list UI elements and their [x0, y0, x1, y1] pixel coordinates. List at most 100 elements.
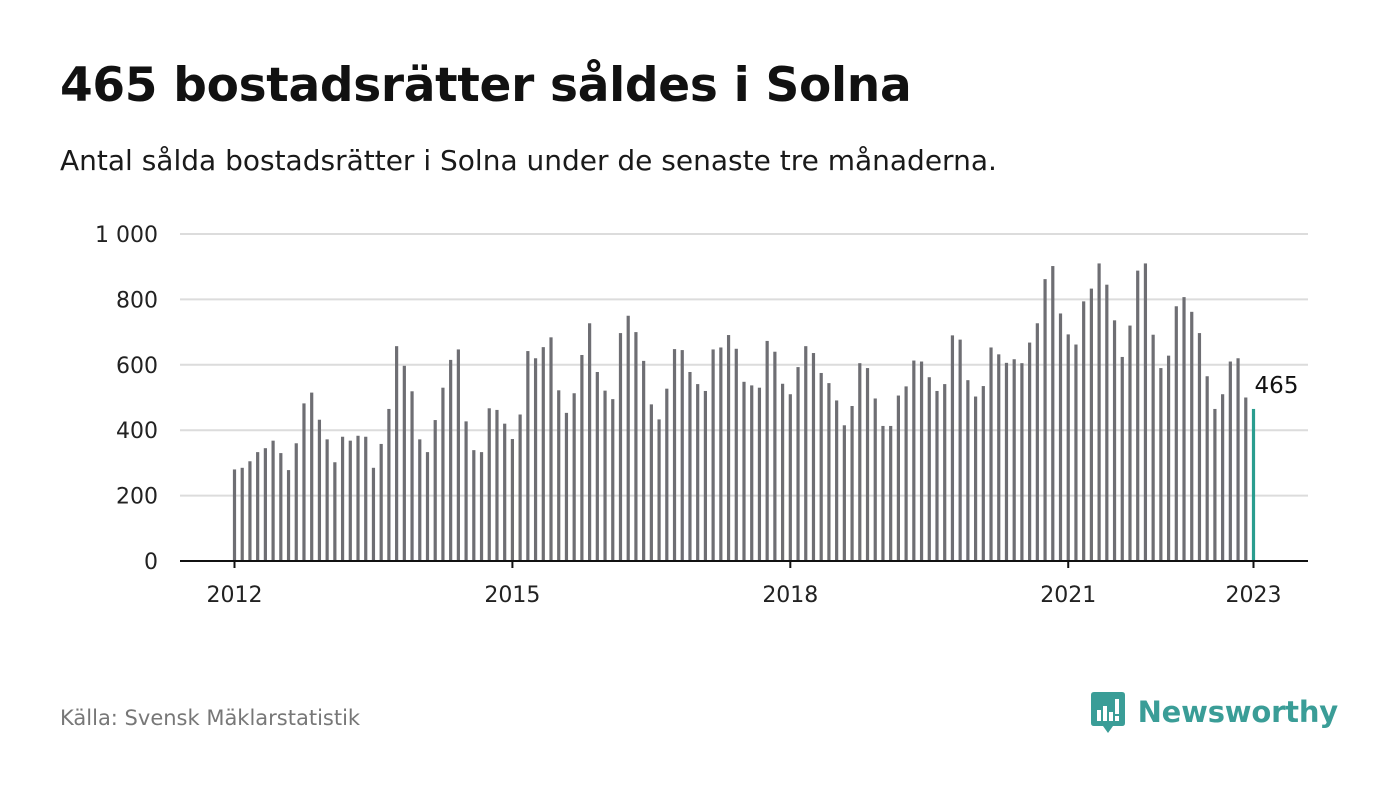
bar — [811, 353, 816, 561]
bar — [1043, 279, 1047, 561]
bar — [580, 354, 584, 561]
bar — [1004, 362, 1009, 561]
labels: 0 200 400 600 800 1 000 2012 2015 2018 2021 2023 46… — [95, 223, 1301, 608]
bar — [780, 383, 785, 561]
bar — [387, 408, 391, 561]
bar — [927, 377, 931, 561]
bar — [418, 439, 422, 561]
bar — [649, 404, 653, 561]
axes — [180, 560, 1308, 568]
bar — [680, 350, 684, 561]
bar — [1197, 333, 1202, 561]
bar — [395, 346, 399, 561]
bar — [796, 367, 800, 561]
bar — [464, 421, 468, 561]
bar — [510, 439, 515, 561]
y-tick-label: 400 — [116, 419, 158, 444]
bar — [842, 425, 846, 561]
bar — [1028, 342, 1032, 561]
bar — [479, 452, 484, 561]
bar — [433, 420, 437, 561]
bar — [1174, 306, 1178, 561]
newsworthy-logo[interactable]: Newsworthy — [1090, 688, 1338, 736]
bar — [1143, 263, 1148, 561]
bar — [734, 348, 738, 561]
bar — [518, 414, 522, 561]
bar — [896, 395, 900, 561]
bar — [950, 335, 955, 561]
bar — [873, 398, 877, 561]
bar — [402, 365, 406, 561]
bar — [572, 393, 576, 561]
bar — [1082, 301, 1086, 561]
bar — [804, 346, 808, 561]
bar — [904, 386, 908, 561]
bar — [603, 390, 607, 561]
x-tick-label: 2015 — [484, 583, 540, 608]
bar — [835, 400, 839, 561]
bar — [858, 363, 862, 561]
y-tick-label: 1 000 — [95, 223, 158, 248]
bar — [1205, 376, 1209, 561]
bar — [958, 339, 962, 561]
bar — [317, 419, 322, 561]
bar — [441, 387, 445, 561]
bar — [456, 349, 460, 561]
bar — [966, 380, 970, 561]
bar — [1097, 263, 1101, 561]
x-tick-label: 2023 — [1226, 583, 1282, 608]
bar — [449, 359, 453, 561]
bar — [1221, 394, 1225, 561]
bar — [726, 335, 731, 561]
chart-title: 465 bostadsrätter såldes i Solna — [60, 58, 912, 113]
bar — [256, 452, 260, 561]
bar — [279, 453, 283, 561]
bar — [1128, 325, 1132, 561]
bar — [1051, 266, 1055, 561]
bar — [642, 360, 646, 561]
bar — [557, 390, 561, 561]
bar — [232, 469, 237, 561]
bar — [919, 361, 924, 561]
bar — [626, 315, 630, 561]
bar — [286, 470, 291, 561]
bar — [827, 383, 831, 561]
bar — [588, 323, 592, 561]
bar — [657, 419, 661, 561]
bar — [850, 406, 854, 561]
bar — [487, 408, 491, 561]
bar — [819, 372, 823, 561]
bar — [1136, 270, 1140, 561]
bar — [1112, 320, 1117, 561]
brand-name: Newsworthy — [1137, 695, 1339, 729]
bar — [1166, 355, 1171, 561]
bar — [750, 385, 754, 561]
bar — [541, 347, 545, 561]
bar — [757, 387, 762, 561]
bar — [1120, 356, 1124, 561]
bar — [688, 371, 692, 561]
bar — [1035, 323, 1039, 561]
bar — [788, 394, 792, 561]
bar — [611, 399, 615, 561]
x-tick-label: 2018 — [762, 583, 818, 608]
bar — [1182, 297, 1186, 561]
bar — [973, 396, 978, 561]
bar — [634, 332, 638, 561]
bar — [1151, 334, 1155, 561]
bar — [495, 409, 499, 561]
bar — [1159, 368, 1163, 561]
bar — [348, 440, 352, 561]
bar — [1074, 344, 1078, 561]
bar — [935, 390, 939, 561]
bar — [248, 461, 252, 561]
bar — [263, 448, 267, 561]
bar — [526, 351, 530, 561]
bar — [410, 391, 414, 561]
highlight-value-label: 465 — [1255, 373, 1299, 399]
bar — [294, 443, 298, 561]
bar — [881, 425, 885, 561]
bar — [1251, 408, 1256, 561]
bar — [549, 337, 553, 561]
bar — [472, 450, 476, 561]
